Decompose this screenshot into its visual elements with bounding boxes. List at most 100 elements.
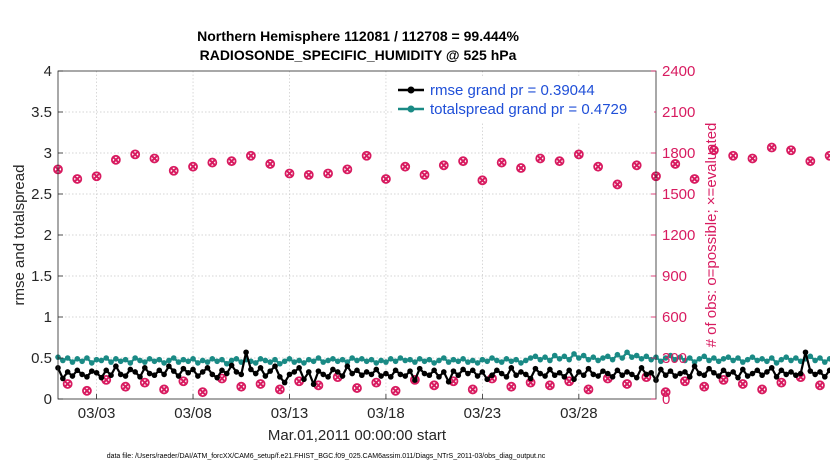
right-axis-ticks: 0 300 600 900 1200 1500 1800 2100 2400 xyxy=(651,63,695,408)
totalspread-point xyxy=(397,355,404,361)
totalspread-point xyxy=(518,360,524,366)
rmse-point xyxy=(595,373,601,379)
evaluated-obs-marker xyxy=(468,385,477,394)
rmse-point xyxy=(204,365,211,371)
right-tick-label: 1500 xyxy=(662,186,695,203)
possible-obs-marker xyxy=(622,379,632,389)
rmse-point xyxy=(146,370,153,377)
rmse-point xyxy=(479,369,486,375)
totalspread-point xyxy=(349,355,355,361)
possible-obs-marker xyxy=(236,381,247,392)
possible-obs-marker xyxy=(178,376,189,387)
left-tick-label: 1 xyxy=(44,309,52,326)
totalspread-point xyxy=(421,358,428,365)
totalspread-point xyxy=(426,356,433,363)
possible-obs-marker xyxy=(766,142,777,153)
rmse-point xyxy=(281,379,288,386)
rmse-point xyxy=(132,369,138,375)
rmse-point xyxy=(460,366,466,373)
rmse-point xyxy=(325,374,331,380)
rmse-point xyxy=(267,368,273,374)
rmse-point xyxy=(585,365,592,372)
rmse-point xyxy=(349,370,355,377)
evaluated-obs-marker xyxy=(574,150,583,159)
x-tick-label: 03/23 xyxy=(464,405,502,422)
possible-obs-marker xyxy=(593,161,604,172)
rmse-point xyxy=(233,369,240,375)
evaluated-obs-marker xyxy=(275,385,284,394)
rmse-point xyxy=(614,367,621,374)
evaluated-obs-marker xyxy=(700,382,709,391)
possible-obs-marker xyxy=(699,381,710,392)
rmse-point xyxy=(788,369,794,375)
rmse-point xyxy=(84,374,90,380)
totalspread-point xyxy=(595,357,601,364)
rmse-point xyxy=(151,372,158,379)
left-tick-label: 0 xyxy=(44,391,52,408)
rmse-point xyxy=(243,349,249,356)
totalspread-point xyxy=(812,357,818,364)
evaluated-obs-marker xyxy=(237,382,246,391)
possible-obs-marker xyxy=(747,153,758,164)
possible-obs-marker xyxy=(419,169,430,180)
rmse-point xyxy=(638,365,645,371)
rmse-point xyxy=(590,371,597,378)
totalspread-point xyxy=(590,354,597,360)
possible-obs-marker xyxy=(776,377,787,388)
rmse-point xyxy=(137,374,143,380)
totalspread-point xyxy=(368,356,375,363)
evaluated-obs-marker xyxy=(352,384,362,393)
totalspread-point xyxy=(281,358,288,365)
left-tick-label: 1.5 xyxy=(31,268,52,285)
totalspread-point xyxy=(759,356,765,362)
rmse-point xyxy=(542,373,548,379)
totalspread-point xyxy=(633,352,640,359)
totalspread-point xyxy=(291,359,298,365)
rmse-point xyxy=(286,371,293,378)
rmse-point xyxy=(383,370,389,377)
totalspread-point xyxy=(69,359,76,365)
totalspread-point xyxy=(768,355,775,361)
totalspread-point xyxy=(127,360,134,366)
evaluated-obs-marker xyxy=(121,382,130,391)
rmse-point xyxy=(296,365,302,371)
possible-obs-marker xyxy=(323,168,333,179)
rmse-point xyxy=(344,363,351,370)
rmse-point xyxy=(252,370,259,377)
evaluated-obs-marker xyxy=(189,162,198,171)
obs-count-series xyxy=(53,142,830,398)
evaluated-obs-marker xyxy=(729,151,738,160)
evaluated-obs-marker xyxy=(815,381,824,390)
totalspread-point xyxy=(412,359,418,365)
possible-obs-marker xyxy=(159,384,169,395)
totalspread-point xyxy=(604,353,611,360)
evaluated-obs-marker xyxy=(690,174,699,183)
rmse-point xyxy=(392,367,399,374)
x-tick-label: 03/18 xyxy=(367,405,405,422)
left-tick-label: 0.5 xyxy=(31,350,52,367)
right-tick-label: 900 xyxy=(662,268,687,285)
evaluated-obs-marker xyxy=(420,170,429,179)
rmse-point xyxy=(378,373,384,379)
totalspread-point xyxy=(286,356,293,362)
totalspread-point xyxy=(60,357,66,364)
possible-obs-marker xyxy=(458,156,468,167)
totalspread-point xyxy=(79,358,85,365)
totalspread-point xyxy=(84,355,90,361)
totalspread-point xyxy=(402,357,409,364)
possible-obs-marker xyxy=(255,379,266,389)
totalspread-point xyxy=(561,353,568,360)
rmse-point xyxy=(812,371,818,378)
totalspread-point xyxy=(383,359,389,365)
left-tick-label: 3.5 xyxy=(31,104,52,121)
rmse-point xyxy=(407,368,413,374)
totalspread-point xyxy=(527,355,534,361)
rmse-point xyxy=(214,374,220,381)
totalspread-point xyxy=(103,355,110,361)
rmse-point xyxy=(445,378,452,385)
totalspread-point xyxy=(132,355,138,361)
rmse-point xyxy=(609,374,616,380)
totalspread-point xyxy=(98,357,105,364)
evaluated-obs-marker xyxy=(430,381,439,390)
